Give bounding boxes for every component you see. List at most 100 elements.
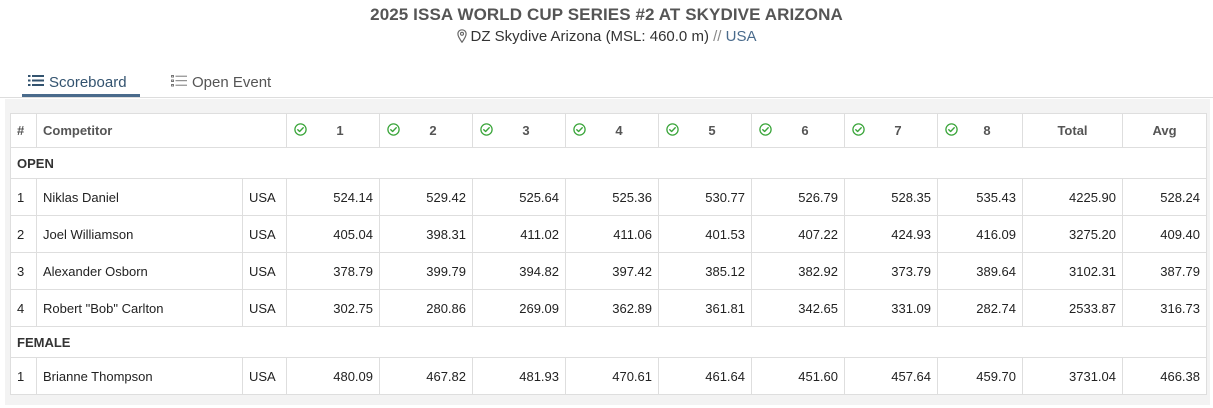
event-title: 2025 ISSA WORLD CUP SERIES #2 AT SKYDIVE… bbox=[370, 5, 843, 24]
section-title: FEMALE bbox=[10, 326, 1207, 358]
round-score-cell: 470.61 bbox=[565, 357, 659, 395]
table-row[interactable]: 1 Brianne Thompson USA 480.09 467.82 481.93 47… bbox=[10, 357, 1207, 395]
round-score-cell: 416.09 bbox=[937, 215, 1023, 253]
event-location: DZ Skydive Arizona (MSL: 460.0 m) // USA bbox=[0, 28, 1213, 47]
round-header[interactable]: 4 bbox=[565, 113, 659, 148]
tab-bar: Scoreboard Open Event bbox=[0, 62, 1213, 98]
round-header[interactable]: 2 bbox=[379, 113, 473, 148]
round-header[interactable]: 6 bbox=[751, 113, 845, 148]
round-score-cell: 524.14 bbox=[286, 178, 380, 216]
total-cell: 3731.04 bbox=[1022, 357, 1123, 395]
round-label: 1 bbox=[336, 122, 344, 138]
rank-cell: 4 bbox=[10, 289, 37, 327]
round-score-cell: 457.64 bbox=[844, 357, 938, 395]
scoreboard-panel: # Competitor 1 2 3 4 5 6 7 8 Total Avg O… bbox=[5, 99, 1210, 405]
avg-cell: 387.79 bbox=[1122, 252, 1207, 290]
rank-cell: 2 bbox=[10, 215, 37, 253]
country-cell: USA bbox=[242, 215, 287, 253]
round-score-cell: 459.70 bbox=[937, 357, 1023, 395]
country-cell: USA bbox=[242, 357, 287, 395]
avg-cell: 528.24 bbox=[1122, 178, 1207, 216]
round-score-cell: 407.22 bbox=[751, 215, 845, 253]
round-header[interactable]: 5 bbox=[658, 113, 752, 148]
scoreboard-table: # Competitor 1 2 3 4 5 6 7 8 Total Avg O… bbox=[10, 113, 1207, 395]
round-score-cell: 526.79 bbox=[751, 178, 845, 216]
check-circle-icon bbox=[666, 122, 679, 139]
round-score-cell: 302.75 bbox=[286, 289, 380, 327]
round-score-cell: 331.09 bbox=[844, 289, 938, 327]
round-label: 4 bbox=[615, 122, 623, 138]
avg-cell: 409.40 bbox=[1122, 215, 1207, 253]
round-score-cell: 405.04 bbox=[286, 215, 380, 253]
check-circle-icon bbox=[945, 122, 958, 139]
round-label: 2 bbox=[429, 122, 437, 138]
round-label: 5 bbox=[708, 122, 716, 138]
table-row[interactable]: 1 Niklas Daniel USA 524.14 529.42 525.64 525.3… bbox=[10, 178, 1207, 216]
round-header[interactable]: 8 bbox=[937, 113, 1023, 148]
check-circle-icon bbox=[294, 122, 307, 139]
round-score-cell: 389.64 bbox=[937, 252, 1023, 290]
round-label: 7 bbox=[894, 122, 902, 138]
round-score-cell: 342.65 bbox=[751, 289, 845, 327]
round-score-cell: 525.36 bbox=[565, 178, 659, 216]
tab-scoreboard[interactable]: Scoreboard bbox=[28, 69, 127, 95]
table-row[interactable]: 4 Robert "Bob" Carlton USA 302.75 280.86 269.… bbox=[10, 289, 1207, 327]
round-score-cell: 451.60 bbox=[751, 357, 845, 395]
scoreboard-body: OPEN 1 Niklas Daniel USA 524.14 529.42 525.64 5… bbox=[10, 147, 1207, 395]
competitor-name-cell: Niklas Daniel bbox=[36, 178, 243, 216]
section-row: FEMALE bbox=[10, 326, 1207, 358]
round-score-cell: 411.06 bbox=[565, 215, 659, 253]
round-score-cell: 467.82 bbox=[379, 357, 473, 395]
location-separator: // bbox=[713, 28, 722, 45]
check-circle-icon bbox=[852, 122, 865, 139]
round-label: 3 bbox=[522, 122, 530, 138]
competitor-name-cell: Brianne Thompson bbox=[36, 357, 243, 395]
round-score-cell: 282.74 bbox=[937, 289, 1023, 327]
round-score-cell: 411.02 bbox=[472, 215, 566, 253]
section-title: OPEN bbox=[10, 147, 1207, 179]
total-cell: 2533.87 bbox=[1022, 289, 1123, 327]
country-cell: USA bbox=[242, 178, 287, 216]
total-cell: 3275.20 bbox=[1022, 215, 1123, 253]
round-score-cell: 397.42 bbox=[565, 252, 659, 290]
country-link[interactable]: USA bbox=[725, 28, 757, 45]
round-score-cell: 535.43 bbox=[937, 178, 1023, 216]
section-row: OPEN bbox=[10, 147, 1207, 179]
check-circle-icon bbox=[573, 122, 586, 139]
round-score-cell: 373.79 bbox=[844, 252, 938, 290]
total-cell: 3102.31 bbox=[1022, 252, 1123, 290]
table-header-row: # Competitor 1 2 3 4 5 6 7 8 Total Avg bbox=[10, 113, 1207, 148]
round-score-cell: 394.82 bbox=[472, 252, 566, 290]
round-score-cell: 378.79 bbox=[286, 252, 380, 290]
list-icon bbox=[28, 74, 44, 91]
rank-cell: 1 bbox=[10, 178, 37, 216]
round-score-cell: 401.53 bbox=[658, 215, 752, 253]
round-score-cell: 398.31 bbox=[379, 215, 473, 253]
avg-header: Avg bbox=[1122, 113, 1207, 148]
round-score-cell: 280.86 bbox=[379, 289, 473, 327]
round-label: 6 bbox=[801, 122, 809, 138]
check-circle-icon bbox=[387, 122, 400, 139]
round-header[interactable]: 1 bbox=[286, 113, 380, 148]
table-row[interactable]: 3 Alexander Osborn USA 378.79 399.79 394.82 39… bbox=[10, 252, 1207, 290]
total-cell: 4225.90 bbox=[1022, 178, 1123, 216]
tab-open-event[interactable]: Open Event bbox=[171, 69, 271, 95]
round-header[interactable]: 3 bbox=[472, 113, 566, 148]
avg-cell: 316.73 bbox=[1122, 289, 1207, 327]
tab-open-event-label: Open Event bbox=[192, 73, 272, 91]
round-score-cell: 269.09 bbox=[472, 289, 566, 327]
check-circle-icon bbox=[480, 122, 493, 139]
active-tab-indicator bbox=[22, 94, 140, 97]
competitor-header: Competitor bbox=[36, 113, 287, 148]
avg-cell: 466.38 bbox=[1122, 357, 1207, 395]
round-score-cell: 481.93 bbox=[472, 357, 566, 395]
round-label: 8 bbox=[983, 122, 991, 138]
round-header[interactable]: 7 bbox=[844, 113, 938, 148]
rank-cell: 1 bbox=[10, 357, 37, 395]
table-row[interactable]: 2 Joel Williamson USA 405.04 398.31 411.02 411… bbox=[10, 215, 1207, 253]
rank-cell: 3 bbox=[10, 252, 37, 290]
dropzone-label: DZ Skydive Arizona (MSL: 460.0 m) bbox=[470, 28, 709, 45]
map-pin-icon bbox=[456, 29, 467, 47]
rank-header: # bbox=[10, 113, 37, 148]
round-score-cell: 528.35 bbox=[844, 178, 938, 216]
